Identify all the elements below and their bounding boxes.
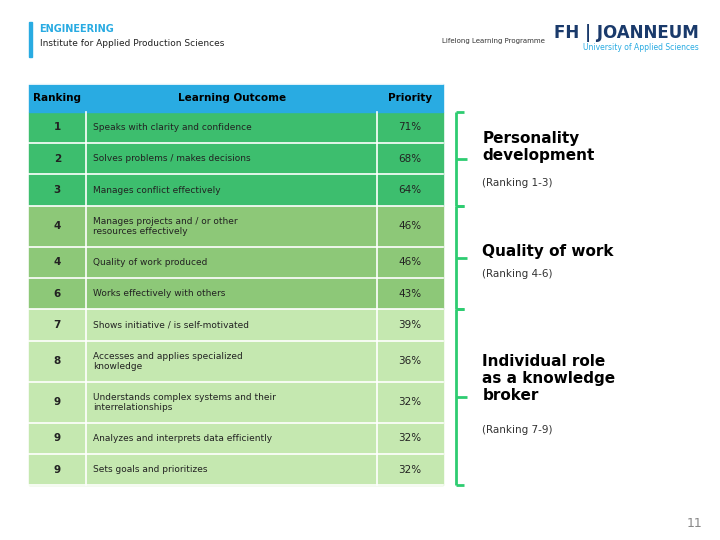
Text: Lifelong Learning Programme: Lifelong Learning Programme [442,38,544,44]
Text: 71%: 71% [399,123,422,132]
Text: 64%: 64% [399,185,422,195]
Text: Personality
development: Personality development [482,131,595,163]
Text: 9: 9 [54,465,61,475]
Text: Accesses and applies specialized
knowledge: Accesses and applies specialized knowled… [93,352,243,371]
Text: Institute for Applied Production Sciences: Institute for Applied Production Science… [40,39,224,49]
Text: 7: 7 [54,320,61,330]
Text: 9: 9 [54,434,61,443]
Text: 9: 9 [54,397,61,407]
Text: 4: 4 [54,258,61,267]
Text: 11: 11 [686,517,702,530]
Bar [29,143,443,174]
Text: 32%: 32% [399,397,422,407]
Text: Understands complex systems and their
interrelationships: Understands complex systems and their in… [93,393,276,412]
Text: Analyzes and interprets data efficiently: Analyzes and interprets data efficiently [93,434,272,443]
Bar [29,247,443,278]
Text: FH | JOANNEUM: FH | JOANNEUM [554,24,698,42]
Text: Priority: Priority [388,93,432,103]
Text: (Ranking 4-6): (Ranking 4-6) [482,269,553,279]
Text: ENGINEERING: ENGINEERING [40,24,114,35]
Text: 6: 6 [54,289,61,299]
Text: Manages conflict effectively: Manages conflict effectively [93,186,221,194]
Bar [29,84,443,112]
Text: 2: 2 [54,154,61,164]
Text: Shows initiative / is self-motivated: Shows initiative / is self-motivated [93,321,249,329]
Text: 32%: 32% [399,465,422,475]
Text: 46%: 46% [399,258,422,267]
Text: Sets goals and prioritizes: Sets goals and prioritizes [93,465,207,474]
Text: Quality of work: Quality of work [482,244,614,259]
Text: Individual role
as a knowledge
broker: Individual role as a knowledge broker [482,354,616,403]
Text: 39%: 39% [399,320,422,330]
Text: (Ranking 1-3): (Ranking 1-3) [482,178,553,188]
Text: Quality of work produced: Quality of work produced [93,258,207,267]
Text: University of Applied Sciences: University of Applied Sciences [582,43,698,52]
Text: 4: 4 [54,221,61,231]
Bar [29,309,443,341]
Text: Manages projects and / or other
resources effectively: Manages projects and / or other resource… [93,217,238,236]
Text: Solves problems / makes decisions: Solves problems / makes decisions [93,154,251,163]
Text: 43%: 43% [399,289,422,299]
Bar [29,278,443,309]
Bar [29,382,443,423]
Text: 1: 1 [54,123,61,132]
Text: Works effectively with others: Works effectively with others [93,289,225,298]
Text: 68%: 68% [399,154,422,164]
Text: 36%: 36% [399,356,422,366]
Bar [29,341,443,382]
Text: (Ranking 7-9): (Ranking 7-9) [482,425,553,435]
Bar [29,174,443,206]
Text: 32%: 32% [399,434,422,443]
Text: Speaks with clarity and confidence: Speaks with clarity and confidence [93,123,252,132]
Bar [29,454,443,485]
Bar [29,206,443,247]
Bar [29,112,443,143]
Text: 46%: 46% [399,221,422,231]
Text: 3: 3 [54,185,61,195]
Bar [29,423,443,454]
Text: Ranking: Ranking [33,93,81,103]
Text: Learning Outcome: Learning Outcome [178,93,286,103]
Bar [29,22,32,57]
Text: 8: 8 [54,356,61,366]
